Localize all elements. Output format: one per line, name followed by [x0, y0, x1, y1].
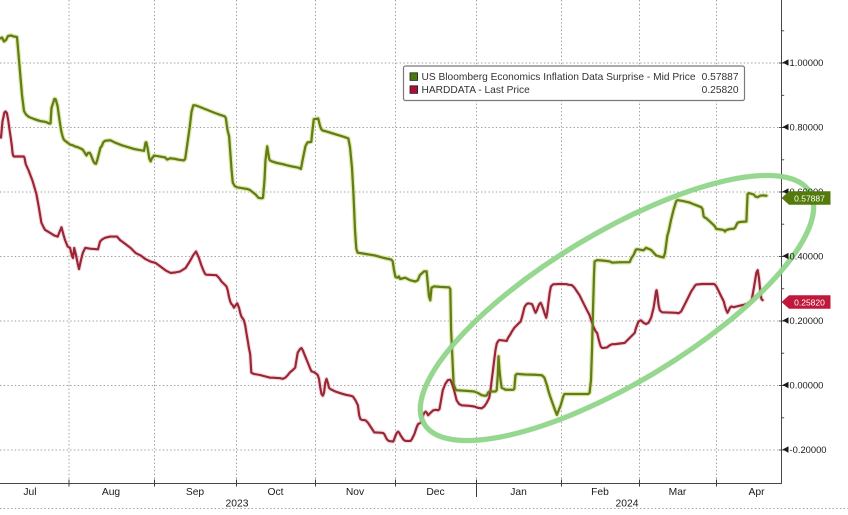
svg-text:0.40000: 0.40000 — [790, 250, 824, 261]
svg-text:Sep: Sep — [186, 487, 205, 498]
svg-text:0.25820: 0.25820 — [702, 85, 739, 96]
svg-text:Apr: Apr — [748, 487, 765, 498]
svg-text:HARDDATA - Last Price: HARDDATA - Last Price — [422, 85, 531, 96]
svg-text:Oct: Oct — [267, 487, 283, 498]
svg-text:0.20000: 0.20000 — [790, 315, 824, 326]
svg-text:Feb: Feb — [591, 487, 609, 498]
svg-text:0.57887: 0.57887 — [702, 72, 739, 83]
svg-text:Jul: Jul — [23, 487, 36, 498]
svg-text:2023: 2023 — [226, 499, 249, 510]
svg-text:2024: 2024 — [616, 499, 639, 510]
svg-text:-0.20000: -0.20000 — [790, 444, 827, 455]
svg-text:Nov: Nov — [346, 487, 365, 498]
svg-text:Mar: Mar — [669, 487, 687, 498]
svg-text:0.80000: 0.80000 — [790, 121, 824, 132]
svg-text:1.00000: 1.00000 — [790, 57, 824, 68]
svg-text:0.25820: 0.25820 — [794, 297, 825, 307]
svg-text:0.57887: 0.57887 — [794, 193, 825, 203]
svg-text:Dec: Dec — [426, 487, 444, 498]
svg-text:US Bloomberg Economics Inflati: US Bloomberg Economics Inflation Data Su… — [422, 72, 696, 83]
svg-text:Aug: Aug — [102, 487, 121, 498]
svg-text:Jan: Jan — [510, 487, 527, 498]
svg-text:0.00000: 0.00000 — [790, 379, 824, 390]
